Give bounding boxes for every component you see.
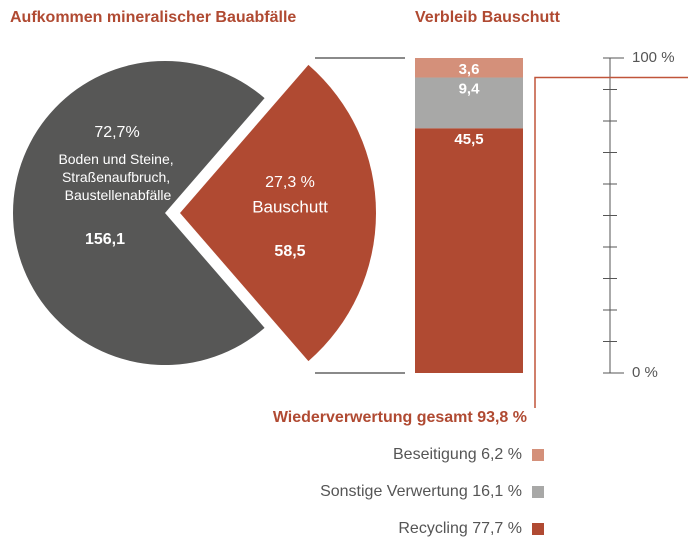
bar-title: Verbleib Bauschutt (415, 9, 561, 26)
legend-name: Sonstige Verwertung (320, 483, 468, 500)
bar-segment (415, 58, 523, 78)
category-label: Bauschutt (252, 197, 328, 216)
legend-share: 16,1 % (472, 483, 522, 500)
legend-swatch (532, 449, 544, 461)
legend-label: Recycling 77,7 % (398, 520, 522, 537)
annotation-value: 93,8 % (477, 409, 527, 426)
category-line: Baustellenabfälle (65, 187, 172, 203)
category-line: Boden und Steine, (58, 151, 177, 167)
legend-swatch (532, 523, 544, 535)
legend-swatch (532, 486, 544, 498)
bar-segment (415, 128, 523, 373)
amount-label: 3,6 (459, 61, 480, 78)
value-label: 58,5 (274, 243, 305, 260)
amount-label: 45,5 (454, 131, 483, 148)
value-label: 156,1 (85, 231, 125, 248)
y-tick-label: 0 % (632, 364, 658, 381)
percent-label: 72,7% (94, 124, 139, 141)
pie-title: Aufkommen mineralischer Bauabfälle (10, 9, 296, 26)
legend-share: 6,2 % (481, 446, 522, 463)
annotation-text: Wiederverwertung gesamt (273, 409, 474, 426)
bar-segment (415, 77, 523, 129)
category-line: Straßenaufbruch, (62, 169, 174, 185)
y-tick-label: 100 % (632, 49, 675, 66)
annotation-bracket (534, 76, 688, 408)
annotation-label: Wiederverwertung gesamt 93,8 % (273, 409, 527, 426)
legend-name: Recycling (398, 520, 467, 537)
pie-slice (180, 64, 376, 362)
category-label: Boden und Steine, Straßenaufbruch, Baust… (58, 151, 177, 203)
pie-slice (12, 60, 265, 366)
legend-name: Beseitigung (393, 446, 477, 463)
amount-label: 9,4 (459, 80, 481, 97)
legend-share: 77,7 % (472, 520, 522, 537)
legend-label: Beseitigung 6,2 % (393, 446, 522, 463)
percent-label: 27,3 % (265, 174, 315, 191)
legend-label: Sonstige Verwertung 16,1 % (320, 483, 522, 500)
